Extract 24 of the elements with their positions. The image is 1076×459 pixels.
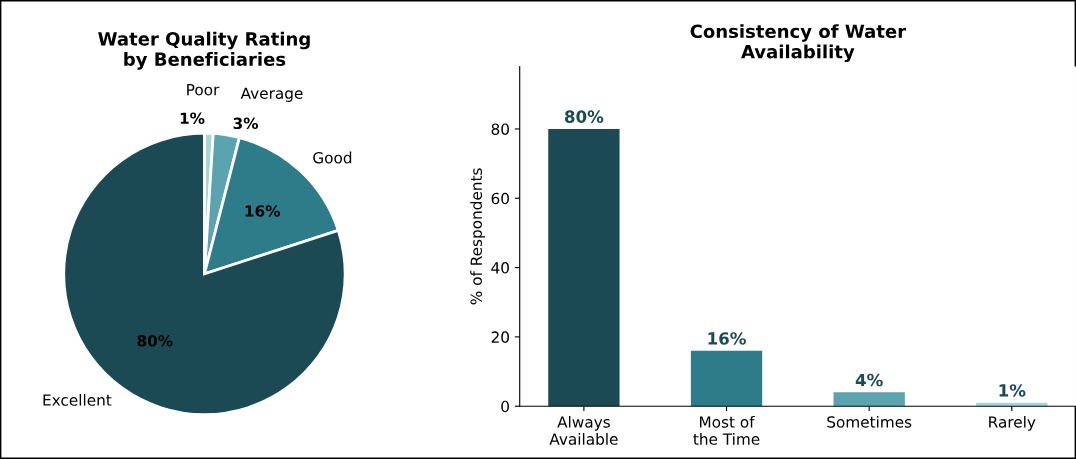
chart-title: Consistency of Water Availability (690, 24, 907, 63)
y-tick-label: 0 (501, 400, 509, 413)
x-tick-label: Sometimes (827, 415, 912, 428)
data-label: 1% (999, 384, 1026, 397)
data-label: 1% (180, 112, 205, 125)
data-label: 4% (855, 373, 883, 387)
slice-label: Poor (187, 84, 220, 96)
data-label: 3% (233, 117, 259, 130)
data-label: 80% (137, 335, 173, 347)
x-tick-label: Rarely (989, 415, 1036, 431)
slice-label: Average (240, 87, 303, 102)
data-label: 16% (708, 332, 746, 345)
data-label: 16% (245, 205, 281, 217)
slice-label: Excellent (43, 393, 112, 406)
data-label: 80% (564, 110, 604, 123)
y-tick-label: 20 (491, 331, 509, 343)
y-axis-title: % of Respondents (470, 168, 485, 305)
x-tick-label: Most of the Time (693, 415, 760, 445)
chart-title: Water Quality Rating by Beneficiaries (98, 31, 310, 70)
y-tick-label: 60 (491, 192, 509, 205)
x-tick-label: Always Available (549, 415, 618, 445)
slice-label: Good (313, 151, 352, 164)
y-tick-label: 80 (491, 123, 509, 135)
y-tick-label: 40 (491, 262, 509, 274)
